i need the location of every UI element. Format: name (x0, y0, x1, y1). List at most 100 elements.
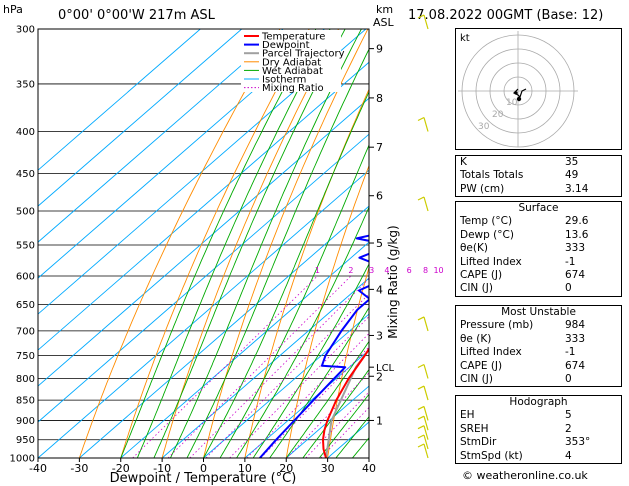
height-km-label: 2 (376, 370, 383, 383)
most-unstable-row: Pressure (mb) 984 (460, 319, 586, 332)
x-tick-label: -10 (153, 462, 171, 475)
hodograph-ring-label-30: 30 (478, 122, 490, 132)
legend-entry: Temperature (261, 32, 325, 43)
legend-entry: Parcel Trajectory (262, 49, 345, 60)
mixing-ratio-line (167, 275, 352, 458)
x-tick-label: 20 (279, 462, 293, 475)
dry-adiabat-line (78, 29, 281, 458)
wet-adiabat-line (186, 48, 369, 458)
isotherm-line (38, 29, 284, 243)
x-tick-label: 40 (362, 462, 376, 475)
hodograph-ring-label-20: 20 (492, 110, 504, 120)
y-tick-label: 900 (16, 416, 35, 427)
dry-adiabat-line (120, 29, 310, 458)
legend-entry: Mixing Ratio (262, 83, 324, 94)
surface-row: CAPE (J) 674 (460, 268, 586, 281)
legend-entry: Isotherm (262, 75, 306, 86)
wind-barb (417, 363, 429, 379)
mixing-ratio-label: 4 (384, 266, 389, 275)
legend-entry: Dry Adiabat (262, 57, 321, 68)
wind-barb (417, 443, 429, 459)
mixing-ratio-label: 1 (315, 266, 320, 275)
y-tick-label: 650 (16, 300, 35, 311)
wet-adiabat-line (302, 368, 369, 458)
storm-motion-marker (516, 96, 522, 102)
hodograph-row: EH 5 (460, 409, 572, 422)
isotherm-line (38, 29, 243, 207)
mixing-ratio-label: 3 (369, 266, 374, 275)
wet-adiabat-line (236, 205, 369, 458)
height-km-label: 8 (376, 92, 383, 105)
wind-barb (417, 116, 429, 132)
wet-adiabat-line (169, 29, 362, 458)
hodograph-row: StmSpd (kt) 4 (460, 449, 572, 462)
hodograph-panel: kt 10 20 30 (455, 28, 622, 150)
wind-barb (417, 196, 429, 212)
surface-row: Dewp (°C) 13.6 (460, 228, 589, 241)
wind-barb (417, 14, 429, 30)
datetime-label: 17.08.2022 00GMT (Base: 12) (408, 8, 604, 23)
temperature-line (322, 347, 369, 458)
dry-adiabat-line (161, 29, 339, 458)
y-tick-label: 350 (16, 79, 35, 90)
mixing-ratio-label: 2 (348, 266, 353, 275)
mixing-ratio-label: 8 (423, 266, 428, 275)
hodograph-ring-label-10: 10 (506, 98, 518, 108)
most-unstable-row: CIN (J) 0 (460, 372, 572, 385)
hodograph-svg: kt 10 20 30 (458, 31, 578, 148)
most-unstable-row: CAPE (J) 674 (460, 359, 586, 372)
dry-adiabat-line (203, 29, 369, 458)
surface-row: Lifted Index -1 (460, 255, 576, 268)
y-tick-label: 300 (16, 25, 35, 36)
hodograph-point (514, 91, 518, 95)
isotherm-line (285, 385, 369, 458)
y-tick-label: 1000 (10, 454, 35, 465)
y-tick-label: 800 (16, 374, 35, 385)
x-tick-label: 0 (200, 462, 207, 475)
height-km-label: 7 (376, 141, 383, 154)
credit-text: © weatheronline.co.uk (462, 469, 588, 482)
isotherm-line (410, 29, 455, 458)
skew-t-diagram: 3003504004505005506006507007508008509009… (10, 14, 455, 486)
wind-barb (417, 385, 429, 401)
wet-adiabat-line (203, 90, 369, 458)
legend-background (241, 30, 341, 92)
y-tick-label: 400 (16, 127, 35, 138)
most-unstable-row: Lifted Index -1 (460, 346, 576, 359)
x-axis-label: Dewpoint / Temperature (°C) (110, 471, 297, 486)
height-km-label: 3 (376, 329, 383, 342)
legend-entry: Dewpoint (262, 40, 310, 51)
wet-adiabat-line (120, 29, 317, 458)
y-tick-label: 850 (16, 396, 35, 407)
x-tick-label: 10 (238, 462, 252, 475)
x-tick-label: -40 (29, 462, 47, 475)
dry-adiabat-line (410, 29, 455, 458)
hodograph-row: StmDir 353° (460, 436, 591, 449)
mixing-ratio-line (132, 275, 318, 458)
height-unit-label: km (376, 3, 394, 16)
isotherm-line (203, 313, 369, 458)
wind-barb (417, 425, 429, 440)
surface-title: Surface (518, 202, 559, 214)
mixing-ratio-line (205, 293, 369, 458)
y-tick-label: 950 (16, 435, 35, 446)
isotherm-line (38, 29, 201, 171)
surface-row: Temp (°C) 29.6 (460, 215, 589, 228)
mixing-ratio-label: 6 (407, 266, 412, 275)
wet-adiabat-line (285, 340, 369, 458)
y-tick-label: 450 (16, 169, 35, 180)
hodograph-title: Hodograph (509, 396, 568, 408)
parcel-trajectory-line (325, 347, 369, 458)
x-tick-label: 30 (321, 462, 335, 475)
height-unit-sub-label: ASL (373, 16, 394, 29)
hodograph-unit-label: kt (460, 33, 470, 44)
x-tick-label: -20 (112, 462, 130, 475)
index-row-pw: PW (cm) 3.14 (460, 182, 589, 195)
wind-barb (417, 434, 429, 450)
y-tick-label: 600 (16, 271, 35, 282)
y-tick-label: 550 (16, 240, 35, 251)
most-unstable-title: Most Unstable (501, 306, 576, 318)
height-km-label: 6 (376, 190, 383, 203)
wet-adiabat-line (252, 263, 369, 458)
